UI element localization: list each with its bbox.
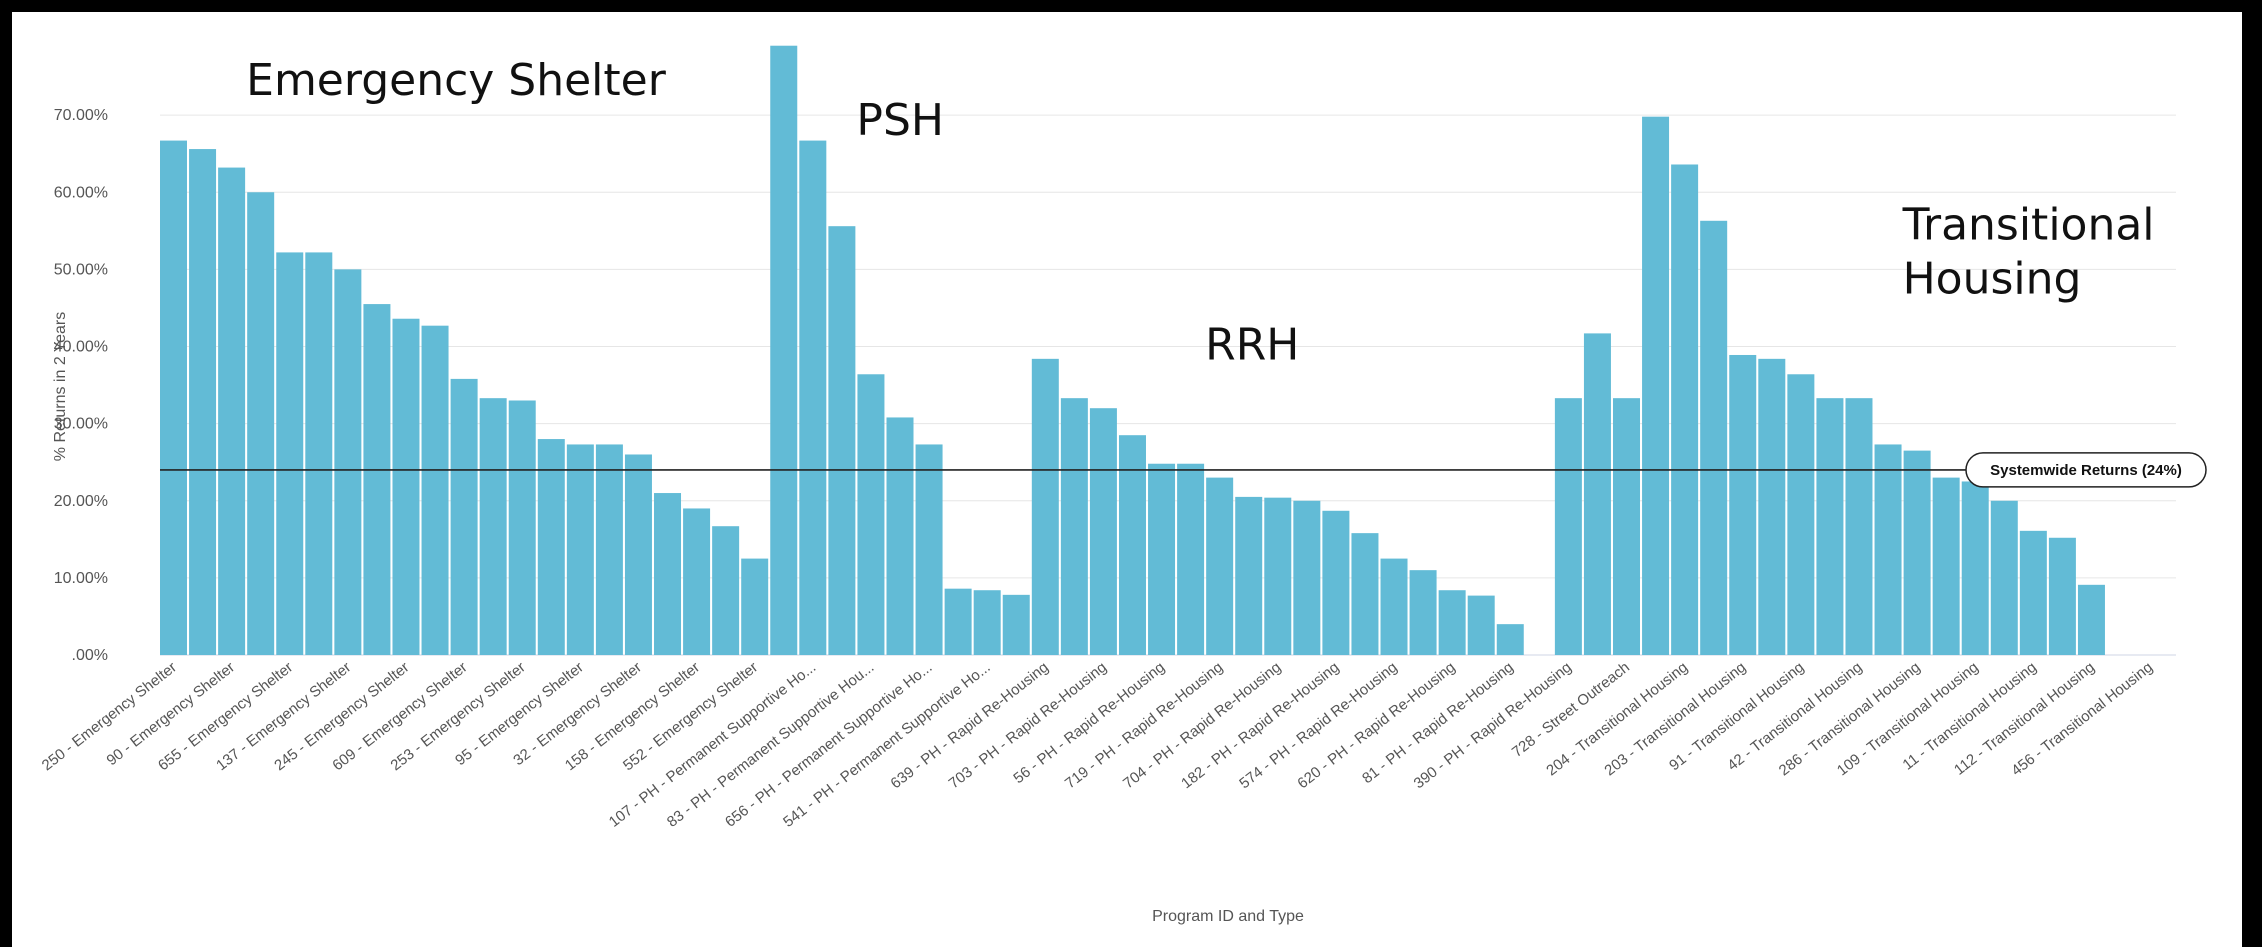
bar[interactable] — [624, 454, 652, 655]
bar[interactable] — [1380, 558, 1408, 655]
bar[interactable] — [2077, 584, 2105, 655]
bar[interactable] — [218, 167, 246, 655]
bar[interactable] — [1235, 496, 1263, 655]
bar[interactable] — [828, 226, 856, 655]
bar[interactable] — [1496, 624, 1524, 655]
group-label: Emergency Shelter — [246, 55, 667, 106]
bar[interactable] — [741, 558, 769, 655]
y-tick-label: 70.00% — [54, 107, 108, 124]
bar[interactable] — [363, 304, 391, 655]
group-label: Transitional Housing — [1902, 199, 2155, 304]
x-tick-label: 541 - PH - Permanent Supportive Ho... — [780, 659, 993, 831]
bar[interactable] — [189, 149, 217, 655]
y-axis: .00% 10.00% 20.00% 30.00% 40.00% 50.00% 60.00%… — [54, 107, 108, 664]
x-tick-label: 83 - PH - Permanent Supportive Hou... — [664, 659, 877, 831]
bar[interactable] — [1787, 374, 1815, 655]
bar[interactable] — [1642, 116, 1670, 656]
group-label: RRH — [1205, 320, 1299, 371]
bar[interactable] — [1874, 444, 1902, 655]
y-tick-label: 50.00% — [54, 261, 108, 278]
y-tick-label: 10.00% — [54, 570, 108, 587]
bar[interactable] — [1293, 500, 1321, 655]
bar[interactable] — [1409, 570, 1437, 655]
group-label-line: RRH — [1205, 320, 1299, 371]
y-axis-title: % Returns in 2 Years — [52, 312, 69, 461]
bar[interactable] — [1613, 398, 1640, 655]
bar[interactable] — [1002, 594, 1030, 655]
bar[interactable] — [1990, 500, 2018, 655]
bar[interactable] — [537, 439, 565, 655]
group-label: PSH — [856, 95, 944, 146]
bars — [160, 45, 2105, 656]
bar[interactable] — [1816, 398, 1844, 655]
bar[interactable] — [1060, 398, 1088, 655]
bar[interactable] — [915, 444, 943, 655]
bar[interactable] — [305, 252, 333, 655]
bar[interactable] — [886, 417, 914, 655]
bar[interactable] — [160, 140, 187, 655]
y-tick-label: .00% — [72, 647, 108, 664]
group-label-line: PSH — [856, 95, 944, 146]
bar[interactable] — [1903, 450, 1931, 655]
bar[interactable] — [1322, 510, 1350, 655]
bar[interactable] — [247, 192, 275, 655]
bar[interactable] — [857, 374, 885, 655]
bar[interactable] — [1351, 533, 1379, 655]
bar[interactable] — [683, 508, 711, 655]
bar[interactable] — [595, 444, 623, 655]
group-label-line: Emergency Shelter — [246, 55, 667, 106]
bar[interactable] — [944, 588, 972, 655]
reference-label-box — [1965, 452, 2207, 488]
returns-bar-chart: .00% 10.00% 20.00% 30.00% 40.00% 50.00% 60.00%… — [39, 45, 2207, 925]
bar[interactable] — [392, 318, 420, 655]
bar[interactable] — [1206, 477, 1234, 655]
bar[interactable] — [1758, 358, 1786, 655]
bar[interactable] — [1961, 481, 1989, 655]
bar[interactable] — [1583, 333, 1611, 655]
bar[interactable] — [1845, 398, 1873, 655]
group-annotations: Emergency Shelter PSH RRH Transitional Housi… — [246, 55, 2154, 371]
bar[interactable] — [508, 400, 536, 655]
y-tick-label: 30.00% — [54, 416, 108, 433]
bar[interactable] — [770, 45, 798, 655]
x-axis-title: Program ID and Type — [1152, 908, 1304, 925]
chart-panel: .00% 10.00% 20.00% 30.00% 40.00% 50.00% 60.00%… — [12, 12, 2242, 947]
bar[interactable] — [1671, 164, 1699, 656]
bar[interactable] — [799, 140, 827, 655]
bar[interactable] — [1031, 358, 1059, 655]
bar[interactable] — [450, 378, 478, 655]
bar[interactable] — [1089, 408, 1117, 655]
reference-label: Systemwide Returns (24%) — [1990, 462, 2182, 479]
bar[interactable] — [712, 526, 740, 655]
bar[interactable] — [421, 325, 449, 655]
bar[interactable] — [1729, 354, 1757, 655]
bar[interactable] — [2048, 537, 2076, 655]
bar[interactable] — [1467, 595, 1495, 655]
y-tick-label: 60.00% — [54, 184, 108, 201]
group-label-line: Housing — [1903, 253, 2082, 304]
y-tick-label: 20.00% — [54, 493, 108, 510]
bar[interactable] — [654, 493, 682, 655]
bar[interactable] — [1118, 435, 1146, 655]
bar[interactable] — [1177, 463, 1205, 655]
bar[interactable] — [973, 590, 1001, 655]
bar[interactable] — [1932, 477, 1960, 655]
bar[interactable] — [1264, 497, 1292, 655]
x-tick-label: 107 - PH - Permanent Supportive Ho... — [606, 659, 819, 831]
bar[interactable] — [1438, 590, 1466, 655]
bar[interactable] — [1554, 398, 1582, 655]
group-label-line: Transitional — [1902, 199, 2155, 250]
x-tick-label: 656 - PH - Permanent Supportive Ho... — [722, 659, 935, 831]
bar[interactable] — [2019, 530, 2047, 655]
bar[interactable] — [479, 398, 507, 655]
bar[interactable] — [276, 252, 304, 655]
systemwide-reference: Systemwide Returns (24%) — [160, 452, 2207, 488]
bar[interactable] — [1148, 463, 1176, 655]
y-tick-label: 40.00% — [54, 339, 108, 356]
bar[interactable] — [1700, 220, 1728, 656]
bar[interactable] — [334, 269, 362, 656]
bar[interactable] — [566, 444, 594, 655]
